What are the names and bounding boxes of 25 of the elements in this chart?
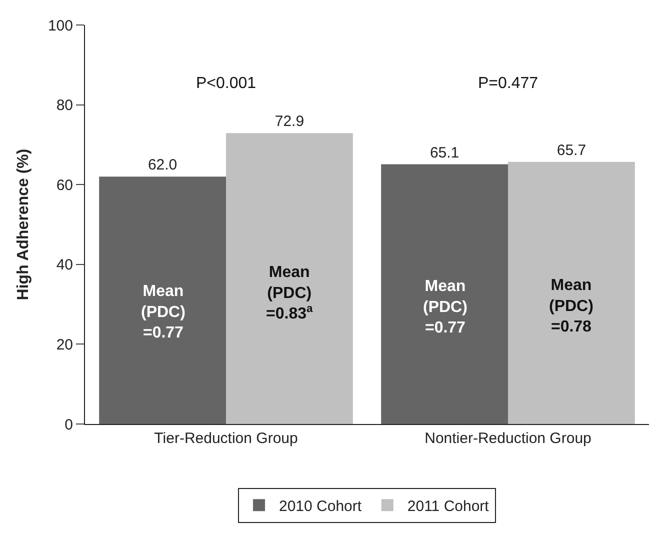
annotation: Mean (PDC) =0.77	[423, 278, 468, 337]
y-tick-label: 100	[48, 17, 73, 34]
y-tick-label: 0	[64, 416, 73, 434]
data-label: 65.7	[556, 142, 586, 159]
y-tick-label: 60	[56, 176, 73, 194]
y-axis-title: High Adherence (%)	[14, 148, 32, 300]
bar	[99, 176, 226, 424]
data-label: 65.1	[430, 144, 460, 162]
data-label: 62.0	[148, 156, 178, 174]
x-tick-label: Tier-Reduction Group	[154, 430, 298, 447]
y-tick-label: 20	[56, 336, 73, 354]
annotation: Mean (PDC) =0.78	[549, 277, 594, 336]
data-label: 72.9	[274, 113, 304, 130]
y-tick-label: 80	[56, 97, 73, 114]
y-tick-label: 40	[56, 256, 73, 274]
annotation: P<0.001	[196, 75, 256, 92]
annotation: Mean (PDC) =0.77	[141, 283, 186, 342]
legend-label: 2011 Cohort	[407, 498, 490, 515]
bar	[226, 133, 353, 424]
annotation: Mean (PDC) =0.83$^{a}$	[266, 264, 314, 323]
legend-label: 2010 Cohort	[279, 498, 362, 515]
bar	[508, 162, 635, 424]
bar	[381, 164, 508, 424]
x-tick-label: Nontier-Reduction Group	[424, 430, 592, 447]
annotation: P=0.477	[478, 75, 538, 92]
